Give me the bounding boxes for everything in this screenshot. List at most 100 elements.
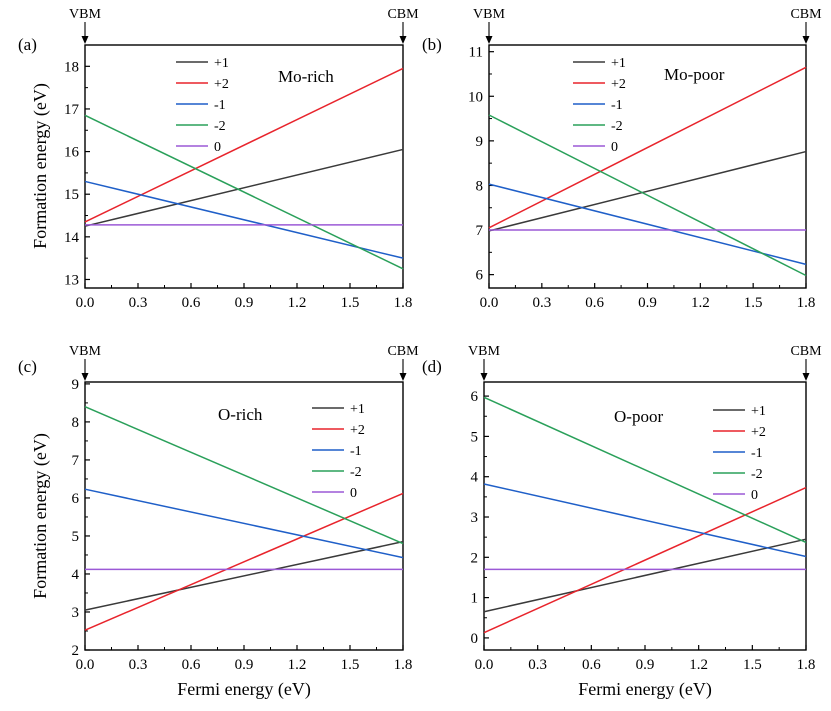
band-edge-marker-cbm: CBM	[387, 344, 419, 359]
x-tick-label: 1.8	[797, 657, 816, 673]
marker-arrow-head	[399, 373, 407, 381]
legend-label: +1	[611, 56, 626, 71]
chart-panel-3: 0.0 0.3 0.6 0.9 1.2 1.5 1.8 2 3 4 5 6 7 8 9 +1 +2 -1 -2 0 O-…	[18, 344, 419, 700]
series-line-minus1	[483, 483, 807, 558]
panel-label: (c)	[18, 357, 37, 376]
y-tick-label: 11	[469, 45, 483, 61]
band-edge-marker-cbm: CBM	[790, 7, 822, 22]
x-tick-label: 1.2	[288, 295, 307, 311]
legend-label: -1	[611, 98, 623, 113]
series-line-plus1	[84, 540, 404, 611]
y-axis-label: Formation energy (eV)	[30, 433, 51, 599]
series-line-plus2	[488, 66, 807, 229]
x-axis-label: Fermi energy (eV)	[578, 679, 712, 700]
marker-arrow-head	[399, 36, 407, 44]
legend-label: -2	[214, 119, 226, 134]
y-tick-label: 6	[476, 268, 484, 284]
y-tick-label: 7	[476, 223, 484, 239]
y-tick-label: 3	[72, 605, 80, 621]
legend-label: -1	[214, 98, 226, 113]
x-tick-label: 0.9	[235, 295, 254, 311]
band-edge-marker-vbm: VBM	[468, 344, 500, 359]
series-line-plus1	[488, 150, 807, 232]
condition-annotation: Mo-poor	[664, 65, 725, 84]
legend-label: +1	[751, 404, 766, 419]
y-tick-label: 10	[468, 89, 483, 105]
x-tick-label: 1.5	[341, 657, 360, 673]
y-tick-label: 5	[471, 429, 479, 445]
panel-label: (b)	[422, 35, 442, 54]
x-tick-label: 1.8	[394, 295, 413, 311]
panel-label: (a)	[18, 35, 37, 54]
legend-label: 0	[611, 140, 618, 155]
x-tick-label: 0.9	[636, 657, 655, 673]
marker-arrow-head	[802, 36, 810, 44]
series-line-minus2	[84, 114, 404, 270]
series-line-minus2	[84, 406, 404, 545]
chart-panel-4: 0.0 0.3 0.6 0.9 1.2 1.5 1.8 0 1 2 3 4 5 6 +1 +2 -1 -2 0 O-p…	[422, 344, 822, 700]
x-tick-label: 0.0	[76, 295, 95, 311]
legend-label: -2	[611, 119, 623, 134]
x-tick-label: 1.2	[689, 657, 708, 673]
y-tick-label: 9	[476, 134, 484, 150]
marker-arrow-head	[480, 373, 488, 381]
chart-panel-1: 0.0 0.3 0.6 0.9 1.2 1.5 1.8 13 14 15 16 17 18 +1 +2 -1 -…	[18, 7, 419, 311]
x-tick-label: 1.5	[743, 657, 762, 673]
y-tick-label: 3	[471, 510, 479, 526]
x-tick-label: 1.8	[797, 295, 816, 311]
legend-label: +1	[350, 402, 365, 417]
legend-label: +2	[611, 77, 626, 92]
legend-label: -1	[751, 446, 763, 461]
band-edge-marker-cbm: CBM	[790, 344, 822, 359]
band-edge-marker-vbm: VBM	[69, 344, 101, 359]
x-tick-label: 1.8	[394, 657, 413, 673]
y-tick-label: 7	[72, 453, 80, 469]
legend-label: +1	[214, 56, 229, 71]
y-tick-label: 13	[64, 272, 79, 288]
y-tick-label: 5	[72, 529, 80, 545]
y-tick-label: 18	[64, 59, 79, 75]
y-tick-label: 16	[64, 145, 80, 161]
series-line-plus2	[84, 67, 404, 223]
x-tick-label: 0.3	[129, 657, 148, 673]
legend-label: 0	[751, 488, 758, 503]
y-tick-label: 1	[471, 591, 479, 607]
series-line-plus2	[483, 486, 807, 634]
x-tick-label: 0.6	[585, 295, 604, 311]
x-tick-label: 0.3	[528, 657, 547, 673]
series-line-minus2	[483, 396, 807, 544]
x-tick-label: 0.0	[475, 657, 494, 673]
y-tick-label: 4	[471, 470, 479, 486]
x-tick-label: 0.9	[638, 295, 657, 311]
y-tick-label: 8	[476, 178, 484, 194]
plot-frame	[84, 44, 404, 289]
x-tick-label: 1.5	[744, 295, 763, 311]
band-edge-marker-vbm: VBM	[69, 7, 101, 22]
x-tick-label: 0.6	[182, 657, 201, 673]
series-line-plus1	[483, 538, 807, 613]
legend-label: -1	[350, 444, 362, 459]
legend-label: 0	[214, 140, 221, 155]
x-tick-label: 1.2	[288, 657, 307, 673]
y-axis-label: Formation energy (eV)	[30, 83, 51, 249]
band-edge-marker-vbm: VBM	[473, 7, 505, 22]
legend-label: -2	[751, 467, 763, 482]
y-tick-label: 4	[72, 567, 80, 583]
y-tick-label: 2	[72, 643, 80, 659]
x-tick-label: 0.9	[235, 657, 254, 673]
x-tick-label: 1.5	[341, 295, 360, 311]
legend-label: +2	[751, 425, 766, 440]
x-tick-label: 0.6	[582, 657, 601, 673]
legend-label: -2	[350, 465, 362, 480]
legend-label: +2	[350, 423, 365, 438]
condition-annotation: O-rich	[218, 405, 263, 424]
panel-label: (d)	[422, 357, 442, 376]
x-axis-label: Fermi energy (eV)	[177, 679, 311, 700]
x-tick-label: 0.3	[532, 295, 551, 311]
marker-arrow-head	[81, 373, 89, 381]
series-line-minus1	[84, 180, 404, 259]
y-tick-label: 6	[471, 389, 479, 405]
marker-arrow-head	[81, 36, 89, 44]
y-tick-label: 15	[64, 187, 79, 203]
